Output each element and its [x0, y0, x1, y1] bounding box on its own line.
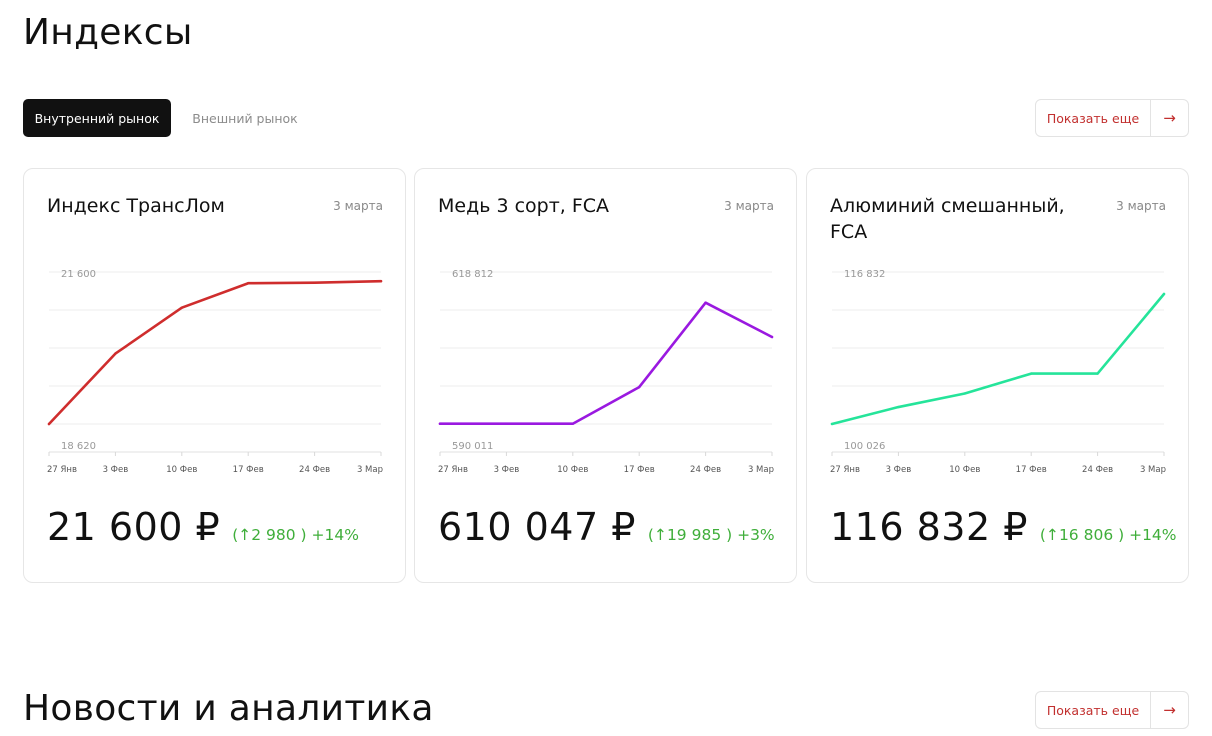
y-tick-label-max: 116 832	[844, 269, 885, 280]
data-point	[963, 392, 966, 395]
x-tick-label: 10 Фев	[166, 465, 197, 475]
index-card-copper[interactable]: Медь 3 сорт, FCA 3 марта 618 812 590 011 2…	[414, 168, 797, 583]
show-more-indices-button[interactable]: Показать еще →	[1035, 99, 1189, 137]
data-point	[438, 422, 442, 425]
chart-aluminium: 116 832 100 026 27 Янв 3 Фев 10 Фев 17 Фев 24 …	[830, 269, 1166, 475]
chart-translom: 21 600 18 620 27 Янв 3 Фев 10 Фев 17 Фев 24 Фе…	[47, 269, 383, 475]
y-tick-label-max: 618 812	[452, 269, 493, 280]
data-point	[1096, 372, 1099, 375]
y-tick-label-min: 18 620	[61, 441, 96, 452]
series-line	[438, 301, 774, 426]
data-point	[704, 301, 707, 304]
x-tick-label: 24 Фев	[299, 465, 330, 475]
y-tick-label-max: 21 600	[61, 269, 96, 280]
price-row: 21 600 ₽ (↑2 980 ) +14%	[47, 505, 359, 549]
show-more-label: Показать еще	[1036, 692, 1151, 728]
x-tick-label: 27 Янв	[47, 465, 77, 475]
y-tick-label-min: 590 011	[452, 441, 493, 452]
data-point	[180, 306, 183, 309]
data-point	[571, 422, 574, 425]
price-value: 610 047 ₽	[438, 505, 636, 549]
x-tick-label: 17 Фев	[233, 465, 264, 475]
x-tick-label: 3 Мар	[748, 465, 774, 475]
x-tick-label: 24 Фев	[1082, 465, 1113, 475]
series-line	[830, 292, 1166, 426]
x-tick-label: 17 Фев	[1016, 465, 1047, 475]
data-point	[505, 422, 508, 425]
price-delta: (↑2 980 ) +14%	[232, 526, 359, 544]
x-tick-label: 27 Янв	[830, 465, 860, 475]
price-delta: (↑16 806 ) +14%	[1039, 526, 1177, 544]
x-tick-label: 3 Мар	[357, 465, 383, 475]
chart-copper: 618 812 590 011 27 Янв 3 Фев 10 Фев 17 Фев 24 …	[438, 269, 774, 475]
data-point	[1030, 372, 1033, 375]
data-point	[897, 405, 900, 409]
x-tick-label: 10 Фев	[557, 465, 588, 475]
series-line	[47, 279, 383, 426]
x-tick-label: 3 Фев	[494, 465, 520, 475]
x-tick-label: 3 Фев	[103, 465, 129, 475]
data-point	[638, 385, 641, 389]
card-title: Медь 3 сорт, FCA	[438, 195, 610, 217]
show-more-news-button[interactable]: Показать еще →	[1035, 691, 1189, 729]
data-point	[379, 279, 383, 283]
price-value: 116 832 ₽	[830, 505, 1028, 549]
card-title: Индекс ТрансЛом	[47, 195, 225, 217]
index-card-aluminium[interactable]: Алюминий смешанный, FCA 3 марта 116 832 1…	[806, 168, 1189, 583]
data-point	[114, 352, 117, 355]
data-point	[1162, 292, 1166, 296]
x-tick-label: 10 Фев	[949, 465, 980, 475]
data-point	[830, 422, 834, 426]
price-value: 21 600 ₽	[47, 505, 221, 549]
x-tick-label: 24 Фев	[690, 465, 721, 475]
data-point	[770, 335, 774, 339]
x-tick-label: 27 Янв	[438, 465, 468, 475]
y-tick-label-min: 100 026	[844, 441, 885, 452]
tab-domestic-market[interactable]: Внутренний рынок	[23, 99, 171, 137]
arrow-right-icon: →	[1163, 701, 1176, 719]
card-date: 3 марта	[724, 199, 774, 213]
price-delta: (↑19 985 ) +3%	[647, 526, 775, 544]
tab-foreign-market[interactable]: Внешний рынок	[192, 110, 298, 126]
card-date: 3 марта	[333, 199, 383, 213]
card-date: 3 марта	[1116, 199, 1166, 213]
data-point	[247, 282, 250, 285]
price-row: 610 047 ₽ (↑19 985 ) +3%	[438, 505, 775, 549]
section-title-news: Новости и аналитика	[23, 688, 434, 729]
card-title: Алюминий смешанный, FCA	[830, 195, 1065, 243]
data-point	[47, 422, 51, 426]
index-card-translom[interactable]: Индекс ТрансЛом 3 марта 21 600 18 620 27 Я…	[23, 168, 406, 583]
x-tick-label: 17 Фев	[624, 465, 655, 475]
arrow-right-icon: →	[1163, 109, 1176, 127]
data-point	[313, 281, 316, 284]
x-tick-label: 3 Фев	[886, 465, 912, 475]
show-more-label: Показать еще	[1036, 100, 1151, 136]
page-title: Индексы	[23, 12, 193, 53]
x-tick-label: 3 Мар	[1140, 465, 1166, 475]
price-row: 116 832 ₽ (↑16 806 ) +14%	[830, 505, 1177, 549]
